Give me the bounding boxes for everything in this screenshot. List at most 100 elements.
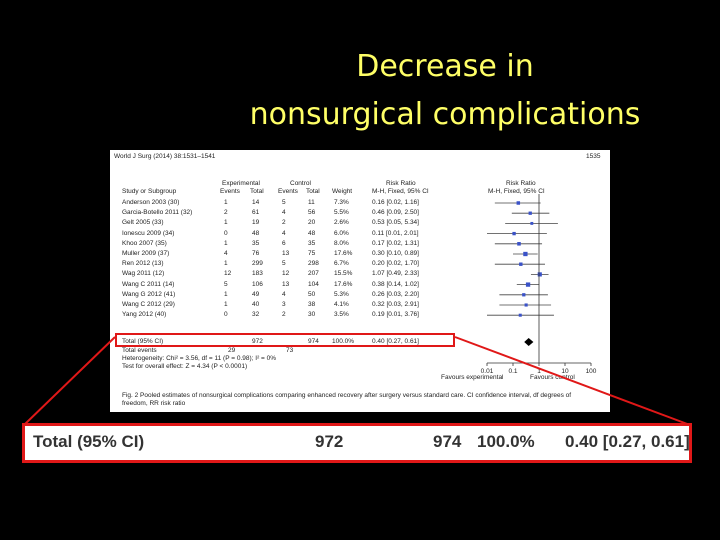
- row-weight: 17.6%: [334, 280, 353, 288]
- total-row-weight: 100.0%: [332, 338, 355, 345]
- header-experimental: Experimental: [222, 180, 260, 187]
- row-study-name: Garcia-Botello 2011 (32): [122, 209, 193, 217]
- callout-line-right: [454, 336, 691, 426]
- x-tick-label: 0.1: [508, 368, 517, 375]
- heterogeneity-text: Heterogeneity: Chi² = 3.56, df = 11 (P =…: [122, 355, 277, 362]
- row-study-name: Anderson 2003 (30): [122, 199, 180, 206]
- row-risk-ratio-ci: 0.19 [0.01, 3.76]: [372, 311, 419, 319]
- row-weight: 4.1%: [334, 301, 349, 308]
- header-exp-events: Events: [220, 188, 240, 195]
- row-risk-ratio-ci: 0.38 [0.14, 1.02]: [372, 280, 419, 288]
- row-risk-ratio-ci: 0.32 [0.03, 2.91]: [372, 301, 419, 308]
- x-tick-label: 1: [537, 368, 541, 375]
- point-estimate-square: [522, 293, 526, 297]
- row-weight: 15.5%: [334, 270, 353, 278]
- x-tick-label: 100: [586, 368, 597, 375]
- point-estimate-square: [512, 231, 516, 236]
- header-study: Study or Subgroup: [122, 188, 177, 195]
- row-exp-events: 12: [224, 270, 232, 278]
- zoom-total-label: Total (95% CI): [33, 432, 145, 451]
- row-study-name: Gelt 2005 (33): [122, 219, 164, 227]
- favours-experimental-label: Favours experimental: [441, 374, 504, 381]
- row-ctl-events: 4: [282, 229, 286, 237]
- point-estimate-square: [523, 251, 528, 257]
- point-estimate-square: [517, 242, 521, 246]
- header-ctl-total: Total: [306, 188, 320, 195]
- total-events-label: Total events: [122, 347, 157, 354]
- row-exp-total: 32: [252, 311, 260, 319]
- row-exp-total: 299: [252, 260, 263, 268]
- row-ctl-total: 11: [308, 199, 315, 206]
- journal-citation: World J Surg (2014) 38:1531–1541: [114, 153, 216, 160]
- pooled-diamond: [524, 338, 534, 346]
- row-weight: 3.5%: [334, 311, 349, 319]
- header-exp-total: Total: [250, 188, 264, 195]
- row-ctl-total: 50: [308, 290, 316, 298]
- header-ctl-events: Events: [278, 188, 298, 195]
- row-study-name: Muller 2009 (37): [122, 250, 170, 257]
- row-exp-events: 1: [224, 219, 228, 227]
- row-ctl-events: 4: [282, 290, 286, 298]
- row-exp-total: 76: [252, 250, 260, 257]
- row-exp-events: 1: [224, 301, 228, 308]
- row-exp-events: 0: [224, 311, 228, 319]
- row-ctl-events: 5: [282, 260, 286, 268]
- total-row-highlight: [115, 333, 455, 347]
- x-tick-label: 0.01: [481, 368, 494, 375]
- row-study-name: Ren 2012 (13): [122, 260, 164, 268]
- header-method-right: M-H, Fixed, 95% CI: [488, 188, 545, 195]
- row-ctl-total: 48: [308, 229, 316, 237]
- point-estimate-square: [524, 303, 528, 307]
- forest-plot-figure: World J Surg (2014) 38:1531–1541 1 5 35 Ex…: [110, 150, 610, 412]
- row-risk-ratio-ci: 0.20 [0.02, 1.70]: [372, 260, 419, 268]
- row-risk-ratio-ci: 0.16 [0.02, 1.16]: [372, 199, 419, 206]
- zoom-ctl-total: 974: [433, 432, 462, 451]
- row-study-name: Ionescu 2009 (34): [122, 229, 175, 237]
- row-weight: 17.6%: [334, 250, 353, 257]
- row-ctl-events: 13: [282, 250, 290, 257]
- total-row-exp-total: 972: [252, 338, 263, 345]
- callout-line-left: [23, 336, 116, 426]
- row-exp-total: 49: [252, 290, 260, 298]
- header-control: Control: [290, 180, 311, 187]
- row-study-name: Wang G 2012 (41): [122, 290, 176, 298]
- row-exp-total: 48: [252, 229, 260, 237]
- point-estimate-square: [537, 272, 542, 277]
- overall-effect-text: Test for overall effect: Z = 4.34 (P < 0…: [122, 363, 248, 370]
- header-risk-ratio-right: Risk Ratio: [506, 180, 536, 187]
- row-exp-events: 1: [224, 199, 228, 206]
- row-ctl-total: 207: [308, 270, 319, 278]
- row-weight: 2.6%: [334, 219, 349, 227]
- point-estimate-square: [530, 221, 534, 225]
- row-ctl-events: 6: [282, 239, 286, 247]
- point-estimate-square: [525, 282, 531, 287]
- row-ctl-total: 56: [308, 209, 316, 217]
- row-ctl-events: 5: [282, 199, 286, 206]
- slide-title-line1: Decrease in: [356, 49, 534, 84]
- row-ctl-total: 35: [308, 239, 316, 247]
- row-weight: 6.7%: [334, 260, 349, 268]
- row-study-name: Wang C 2012 (29): [122, 301, 175, 308]
- header-weight: Weight: [332, 188, 353, 195]
- point-estimate-square: [528, 211, 532, 215]
- row-exp-events: 1: [224, 239, 228, 247]
- row-exp-total: 106: [252, 280, 263, 288]
- zoom-ci: 0.40 [0.27, 0.61]: [565, 432, 690, 451]
- forest-plot-svg: 0.01 0.1 1 10 100: [481, 194, 597, 375]
- row-risk-ratio-ci: 0.53 [0.05, 5.34]: [372, 219, 419, 227]
- zoom-weight: 100.0%: [477, 432, 535, 451]
- header-method-left: M-H, Fixed, 95% CI: [372, 188, 429, 195]
- row-study-name: Khoo 2007 (35): [122, 239, 167, 247]
- row-ctl-events: 2: [282, 311, 286, 319]
- figure-caption: Fig. 2 Pooled estimates of nonsurgical c…: [122, 392, 572, 407]
- slide-title-line2: nonsurgical complications: [249, 97, 641, 132]
- row-risk-ratio-ci: 0.11 [0.01, 2.01]: [372, 229, 419, 237]
- row-risk-ratio-ci: 0.17 [0.02, 1.31]: [372, 239, 419, 247]
- row-ctl-events: 12: [282, 270, 290, 278]
- favours-control-label: Favours control: [530, 374, 575, 381]
- row-weight: 7.3%: [334, 199, 349, 206]
- row-weight: 5.3%: [334, 290, 349, 298]
- point-estimate-square: [518, 313, 522, 317]
- total-events-ctl: 73: [286, 347, 294, 354]
